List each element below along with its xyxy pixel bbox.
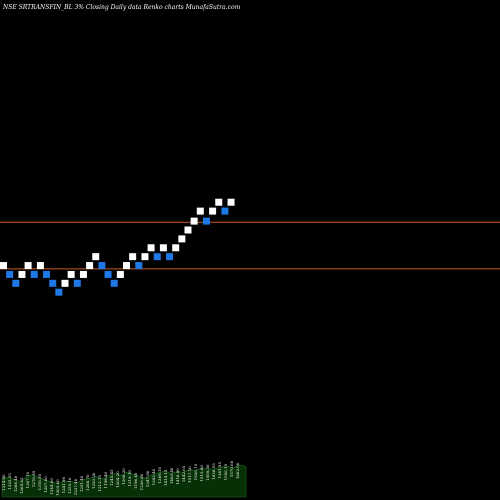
renko-brick-30 bbox=[178, 235, 186, 243]
renko-brick-17 bbox=[98, 262, 106, 270]
renko-brick-37 bbox=[221, 207, 229, 215]
renko-bricks bbox=[0, 198, 235, 296]
volume-label-31: 1442.65 bbox=[181, 465, 186, 482]
volume-label-10: 1205.80 bbox=[55, 479, 60, 496]
renko-brick-21 bbox=[123, 262, 130, 270]
volume-label-26: 1392.40 bbox=[151, 468, 156, 485]
renko-brick-22 bbox=[129, 253, 137, 261]
renko-brick-27 bbox=[159, 244, 167, 252]
volume-label-1: 1314.60 bbox=[1, 474, 6, 491]
renko-brick-3 bbox=[12, 279, 20, 287]
volume-label-7: 1316.95 bbox=[37, 473, 42, 490]
renko-brick-26 bbox=[153, 253, 161, 261]
renko-brick-15 bbox=[86, 262, 94, 270]
renko-brick-11 bbox=[61, 279, 69, 287]
renko-brick-16 bbox=[92, 253, 100, 261]
volume-label-20: 1264.20 bbox=[115, 471, 120, 488]
renko-brick-5 bbox=[24, 262, 32, 270]
volume-label-11: 1241.90 bbox=[61, 476, 66, 493]
renko-brick-36 bbox=[215, 198, 223, 206]
renko-brick-29 bbox=[172, 244, 180, 252]
volume-label-9: 1244.00 bbox=[49, 478, 54, 495]
renko-brick-35 bbox=[209, 207, 217, 215]
renko-brick-34 bbox=[202, 217, 210, 225]
volume-label-27: 1389.10 bbox=[157, 467, 162, 484]
renko-brick-19 bbox=[110, 279, 118, 287]
volume-label-33: 1526.15 bbox=[193, 463, 198, 480]
renko-brick-24 bbox=[141, 253, 149, 261]
renko-brick-18 bbox=[104, 270, 112, 278]
renko-brick-28 bbox=[166, 253, 174, 261]
volume-label-15: 1288.70 bbox=[85, 474, 90, 491]
volume-label-21: 1208.20 bbox=[121, 468, 126, 485]
volume-label-35: 1509.30 bbox=[205, 464, 210, 481]
volume-label-29: 1463.40 bbox=[169, 467, 174, 484]
volume-label-3: 1286.40 bbox=[13, 475, 18, 492]
volume-label-32: 1517.10 bbox=[187, 466, 192, 483]
renko-brick-31 bbox=[184, 226, 192, 234]
volume-label-16: 1253.20 bbox=[91, 472, 96, 489]
volume-label-5: 1307.10 bbox=[25, 471, 30, 488]
renko-brick-9 bbox=[49, 279, 57, 287]
volume-area bbox=[1, 464, 247, 498]
volume-label-25: 1347.90 bbox=[145, 470, 150, 487]
renko-brick-23 bbox=[135, 262, 143, 270]
reference-lines bbox=[0, 221, 500, 270]
volume-label-8: 1287.00 bbox=[43, 476, 48, 493]
volume-label-12: 1255.10 bbox=[67, 477, 72, 494]
volume-label-38: 1556.15 bbox=[223, 463, 228, 480]
renko-brick-38 bbox=[227, 198, 235, 206]
volume-label-13: 1237.40 bbox=[73, 478, 78, 495]
volume-label-2: 1325.35 bbox=[7, 473, 12, 490]
volume-label-34: 1515.80 bbox=[199, 465, 204, 482]
volume-label-23: 1196.40 bbox=[133, 472, 138, 489]
volume-label-24: 1236.80 bbox=[139, 473, 144, 490]
volume-panel: 1314.60 1325.35 1286.40 1264.85 1307.10 1270.… bbox=[1, 460, 247, 498]
renko-brick-4 bbox=[18, 270, 26, 278]
volume-label-22: 1319.10 bbox=[127, 470, 132, 487]
renko-brick-8 bbox=[43, 270, 51, 278]
volume-label-36: 1626.55 bbox=[211, 463, 216, 480]
renko-brick-12 bbox=[67, 270, 75, 278]
volume-label-39: 1570.60 bbox=[229, 460, 234, 477]
renko-brick-7 bbox=[36, 262, 44, 270]
renko-brick-32 bbox=[190, 217, 198, 225]
volume-label-6: 1270.85 bbox=[31, 470, 36, 487]
volume-label-17: 1212.15 bbox=[97, 475, 102, 492]
chart-title: NSE SRTRANSFIN_BL 3% Closing Daily data … bbox=[2, 4, 241, 11]
renko-brick-14 bbox=[79, 270, 87, 278]
renko-brick-25 bbox=[147, 244, 155, 252]
volume-label-18: 1199.40 bbox=[103, 471, 108, 488]
volume-label-19: 1245.45 bbox=[109, 469, 114, 486]
renko-brick-2 bbox=[6, 270, 14, 278]
volume-label-30: 1416.00 bbox=[175, 468, 180, 485]
volume-label-37: 1581.95 bbox=[217, 462, 222, 479]
volume-label-28: 1414.15 bbox=[163, 469, 168, 486]
renko-brick-13 bbox=[73, 279, 81, 287]
volume-label-40: 1662.00 bbox=[235, 462, 240, 479]
volume-label-4: 1264.85 bbox=[19, 477, 24, 494]
renko-brick-6 bbox=[30, 270, 38, 278]
volume-label-14: 1251.40 bbox=[79, 475, 84, 492]
renko-brick-33 bbox=[196, 207, 204, 215]
renko-brick-10 bbox=[55, 288, 63, 296]
renko-brick-1 bbox=[0, 262, 7, 270]
renko-brick-20 bbox=[116, 270, 124, 278]
